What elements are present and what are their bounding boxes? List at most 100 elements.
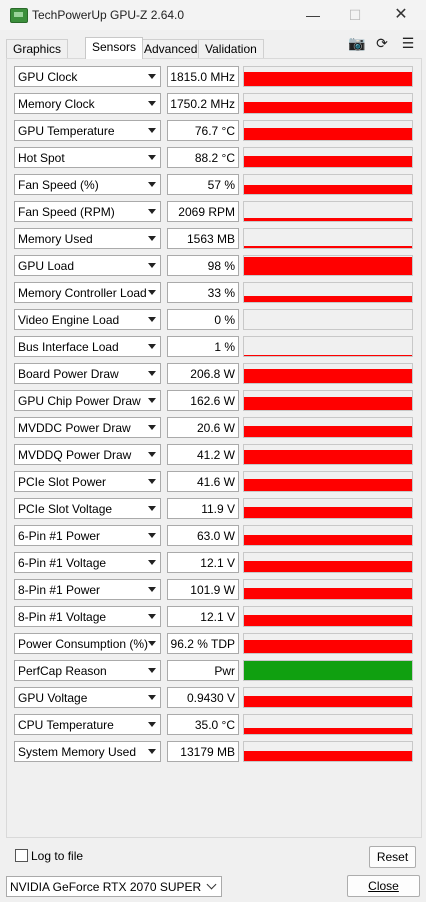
sensor-label-dropdown[interactable]: 6-Pin #1 Power (14, 525, 161, 546)
tab-advanced[interactable]: Advanced (137, 39, 205, 58)
tab-graphics-card[interactable]: Graphics Card (6, 39, 69, 74)
reset-button[interactable]: Reset (369, 846, 416, 868)
sensor-value: 57 % (207, 178, 235, 192)
sensor-value: 41.2 W (196, 448, 235, 462)
sensor-label: Fan Speed (%) (18, 178, 99, 192)
sensor-label-dropdown[interactable]: Fan Speed (RPM) (14, 201, 161, 222)
sensor-label-dropdown[interactable]: GPU Clock (14, 66, 161, 87)
dropdown-arrow-icon (148, 263, 156, 268)
sensor-graph-bar (244, 640, 412, 653)
sensor-label-dropdown[interactable]: Memory Used (14, 228, 161, 249)
sensor-label-dropdown[interactable]: Memory Controller Load (14, 282, 161, 303)
sensor-value: 2069 RPM (178, 205, 235, 219)
sensor-row: MVDDQ Power Draw 41.2 W (14, 444, 414, 465)
sensor-label-dropdown[interactable]: 8-Pin #1 Voltage (14, 606, 161, 627)
sensor-label-dropdown[interactable]: Fan Speed (%) (14, 174, 161, 195)
chevron-down-icon (206, 879, 217, 890)
sensor-graph (243, 201, 413, 222)
tab-validation[interactable]: Validation (198, 39, 264, 58)
sensor-graph (243, 417, 413, 438)
close-button-label: Close (368, 879, 399, 893)
gpu-select-dropdown[interactable]: NVIDIA GeForce RTX 2070 SUPER (6, 876, 222, 897)
sensor-value: 1815.0 MHz (170, 70, 235, 84)
sensor-label-dropdown[interactable]: GPU Temperature (14, 120, 161, 141)
sensor-graph-bar (244, 102, 412, 113)
sensor-graph (243, 363, 413, 384)
sensor-label: PCIe Slot Power (18, 475, 107, 489)
dropdown-arrow-icon (148, 128, 156, 133)
sensor-label-dropdown[interactable]: CPU Temperature (14, 714, 161, 735)
dropdown-arrow-icon (148, 533, 156, 538)
menu-icon[interactable]: ☰ (401, 35, 415, 51)
sensor-label: System Memory Used (18, 745, 137, 759)
sensor-value-box: 13179 MB (167, 741, 239, 762)
sensor-graph-bar (244, 450, 412, 464)
sensor-graph-bar (244, 185, 412, 194)
sensor-label-dropdown[interactable]: System Memory Used (14, 741, 161, 762)
sensor-label-dropdown[interactable]: MVDDC Power Draw (14, 417, 161, 438)
sensor-graph-bar (244, 246, 412, 248)
sensor-row: System Memory Used 13179 MB (14, 741, 414, 762)
gpu-z-app-icon (10, 8, 28, 23)
camera-icon[interactable]: 📷 (348, 35, 366, 51)
log-to-file-checkbox[interactable] (15, 849, 28, 862)
sensor-label: 6-Pin #1 Voltage (18, 556, 107, 570)
sensor-label-dropdown[interactable]: Hot Spot (14, 147, 161, 168)
sensor-graph (243, 471, 413, 492)
sensor-row: Board Power Draw 206.8 W (14, 363, 414, 384)
sensor-graph (243, 66, 413, 87)
sensor-row: Memory Controller Load 33 % (14, 282, 414, 303)
sensor-label-dropdown[interactable]: MVDDQ Power Draw (14, 444, 161, 465)
sensor-label-dropdown[interactable]: 8-Pin #1 Power (14, 579, 161, 600)
maximize-button[interactable]: ☐ (348, 7, 362, 23)
sensor-label-dropdown[interactable]: Power Consumption (%) (14, 633, 161, 654)
sensor-graph (243, 552, 413, 573)
sensor-graph-bar (244, 507, 412, 518)
sensor-value: 98 % (207, 259, 235, 273)
dropdown-arrow-icon (148, 560, 156, 565)
sensor-value-box: 1 % (167, 336, 239, 357)
sensor-value-box: 63.0 W (167, 525, 239, 546)
dropdown-arrow-icon (148, 641, 156, 646)
close-window-button[interactable]: ✕ (394, 6, 408, 23)
sensor-label: GPU Load (18, 259, 75, 273)
sensor-label-dropdown[interactable]: Bus Interface Load (14, 336, 161, 357)
tab-sensors[interactable]: Sensors (85, 37, 144, 59)
sensor-graph-bar (244, 479, 412, 491)
sensor-label-dropdown[interactable]: Board Power Draw (14, 363, 161, 384)
sensor-label: Video Engine Load (18, 313, 120, 327)
sensor-row: 6-Pin #1 Power 63.0 W (14, 525, 414, 546)
sensor-label-dropdown[interactable]: GPU Chip Power Draw (14, 390, 161, 411)
sensor-value-box: 1815.0 MHz (167, 66, 239, 87)
sensor-value: 12.1 V (200, 556, 235, 570)
sensor-row: Bus Interface Load 1 % (14, 336, 414, 357)
sensor-graph-bar (244, 561, 412, 572)
sensor-graph (243, 255, 413, 276)
sensor-graph-bar (244, 72, 412, 86)
sensor-graph-bar (244, 128, 412, 140)
sensor-value-box: 162.6 W (167, 390, 239, 411)
sensor-label-dropdown[interactable]: GPU Voltage (14, 687, 161, 708)
sensor-label: PerfCap Reason (18, 664, 107, 678)
sensor-label-dropdown[interactable]: Memory Clock (14, 93, 161, 114)
window-title: TechPowerUp GPU-Z 2.64.0 (32, 8, 185, 22)
sensor-value: 63.0 W (196, 529, 235, 543)
sensor-label-dropdown[interactable]: PerfCap Reason (14, 660, 161, 681)
sensor-row: Fan Speed (RPM) 2069 RPM (14, 201, 414, 222)
close-button[interactable]: Close (347, 875, 420, 897)
refresh-icon[interactable]: ⟳ (376, 35, 388, 51)
sensor-label-dropdown[interactable]: Video Engine Load (14, 309, 161, 330)
sensor-label-dropdown[interactable]: PCIe Slot Voltage (14, 498, 161, 519)
sensor-graph (243, 687, 413, 708)
sensor-label: Fan Speed (RPM) (18, 205, 115, 219)
sensor-graph-bar (244, 535, 412, 545)
sensor-graph-bar (244, 426, 412, 437)
sensor-label-dropdown[interactable]: 6-Pin #1 Voltage (14, 552, 161, 573)
sensor-label-dropdown[interactable]: PCIe Slot Power (14, 471, 161, 492)
minimize-button[interactable]: — (306, 7, 320, 23)
sensor-row: GPU Voltage 0.9430 V (14, 687, 414, 708)
sensor-value-box: 96.2 % TDP (167, 633, 239, 654)
sensor-value: 206.8 W (190, 367, 235, 381)
sensor-label-dropdown[interactable]: GPU Load (14, 255, 161, 276)
sensor-graph-bar (244, 751, 412, 761)
